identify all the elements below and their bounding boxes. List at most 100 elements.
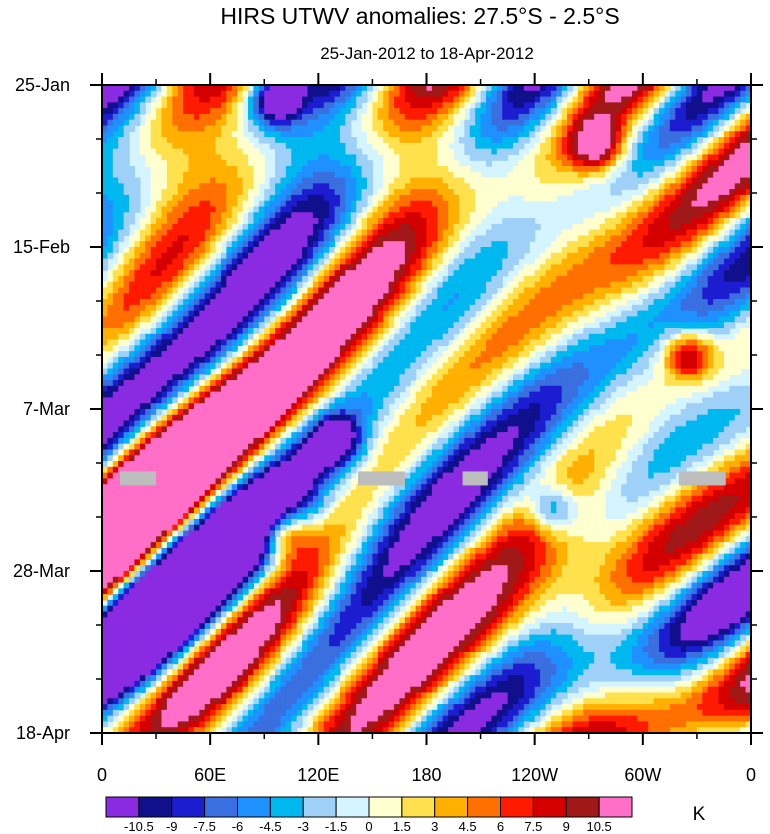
anomaly-cell: [529, 328, 536, 335]
anomaly-cell: [534, 304, 541, 312]
anomaly-cell: [372, 304, 379, 312]
anomaly-cell: [556, 333, 563, 341]
anomaly-cell: [648, 304, 655, 312]
anomaly-cell: [350, 328, 357, 335]
anomaly-cell: [372, 142, 379, 150]
anomaly-cell: [231, 252, 238, 260]
anomaly-cell: [632, 252, 639, 260]
anomaly-cell: [475, 142, 482, 150]
anomaly-cell: [572, 125, 579, 132]
anomaly-cell: [442, 275, 449, 283]
anomaly-cell: [540, 345, 547, 352]
anomaly-cell: [648, 137, 655, 144]
anomaly-cell: [318, 90, 325, 98]
anomaly-cell: [193, 322, 200, 329]
anomaly-cell: [550, 154, 557, 161]
anomaly-cell: [118, 299, 125, 306]
anomaly-cell: [713, 113, 720, 121]
anomaly-cell: [718, 281, 725, 289]
anomaly-cell: [604, 275, 611, 283]
anomaly-cell: [107, 218, 114, 225]
anomaly-cell: [394, 148, 401, 156]
anomaly-cell: [469, 333, 476, 341]
anomaly-cell: [264, 194, 271, 202]
anomaly-cell: [426, 212, 433, 219]
anomaly-cell: [653, 212, 660, 219]
anomaly-cell: [269, 142, 276, 150]
anomaly-cell: [632, 345, 639, 352]
anomaly-cell: [637, 287, 644, 294]
anomaly-cell: [231, 142, 238, 150]
anomaly-cell: [448, 108, 455, 115]
anomaly-cell: [258, 345, 265, 352]
anomaly-cell: [686, 183, 693, 190]
anomaly-cell: [485, 345, 492, 352]
anomaly-cell: [713, 270, 720, 277]
anomaly-cell: [594, 148, 601, 156]
anomaly-cell: [480, 281, 487, 289]
anomaly-cell: [215, 328, 222, 335]
anomaly-cell: [491, 183, 498, 190]
anomaly-cell: [253, 287, 260, 294]
anomaly-cell: [410, 154, 417, 161]
anomaly-cell: [248, 108, 255, 115]
anomaly-cell: [345, 200, 352, 208]
anomaly-cell: [323, 148, 330, 156]
anomaly-cell: [210, 252, 217, 260]
anomaly-cell: [475, 102, 482, 109]
anomaly-cell: [740, 183, 747, 190]
anomaly-cell: [713, 125, 720, 132]
anomaly-cell: [426, 345, 433, 352]
anomaly-cell: [404, 218, 411, 225]
anomaly-cell: [431, 293, 438, 300]
anomaly-cell: [177, 299, 184, 306]
anomaly-cell: [442, 310, 449, 318]
anomaly-cell: [404, 131, 411, 138]
anomaly-cell: [383, 160, 390, 167]
anomaly-cell: [502, 304, 509, 312]
anomaly-cell: [718, 218, 725, 225]
anomaly-cell: [545, 113, 552, 121]
anomaly-cell: [702, 270, 709, 277]
anomaly-cell: [686, 229, 693, 237]
anomaly-cell: [291, 316, 298, 323]
anomaly-cell: [204, 299, 211, 306]
anomaly-cell: [302, 235, 309, 242]
anomaly-cell: [377, 137, 384, 144]
anomaly-cell: [361, 223, 368, 231]
anomaly-cell: [437, 212, 444, 219]
anomaly-cell: [399, 131, 406, 138]
anomaly-cell: [567, 247, 574, 254]
anomaly-cell: [161, 316, 168, 323]
anomaly-cell: [318, 160, 325, 167]
anomaly-cell: [112, 137, 119, 144]
anomaly-cell: [285, 171, 292, 179]
anomaly-cell: [285, 200, 292, 208]
anomaly-cell: [572, 270, 579, 277]
anomaly-cell: [172, 270, 179, 277]
anomaly-cell: [599, 171, 606, 179]
anomaly-cell: [334, 206, 341, 213]
anomaly-cell: [410, 316, 417, 323]
anomaly-cell: [745, 171, 751, 179]
anomaly-cell: [529, 166, 536, 173]
anomaly-cell: [621, 200, 628, 208]
anomaly-cell: [653, 160, 660, 167]
anomaly-cell: [220, 235, 227, 242]
anomaly-cell: [275, 177, 282, 184]
anomaly-cell: [702, 189, 709, 196]
anomaly-cell: [740, 189, 747, 196]
anomaly-cell: [550, 137, 557, 144]
anomaly-cell: [334, 223, 341, 231]
anomaly-cell: [339, 194, 346, 202]
anomaly-cell: [183, 252, 190, 260]
anomaly-cell: [545, 258, 552, 265]
chart-subtitle: 25-Jan-2012 to 18-Apr-2012: [320, 44, 534, 63]
anomaly-cell: [626, 223, 633, 231]
anomaly-cell: [188, 189, 195, 196]
anomaly-cell: [415, 258, 422, 265]
anomaly-cell: [702, 113, 709, 121]
anomaly-cell: [275, 281, 282, 289]
anomaly-cell: [588, 171, 595, 179]
anomaly-cell: [729, 113, 736, 121]
